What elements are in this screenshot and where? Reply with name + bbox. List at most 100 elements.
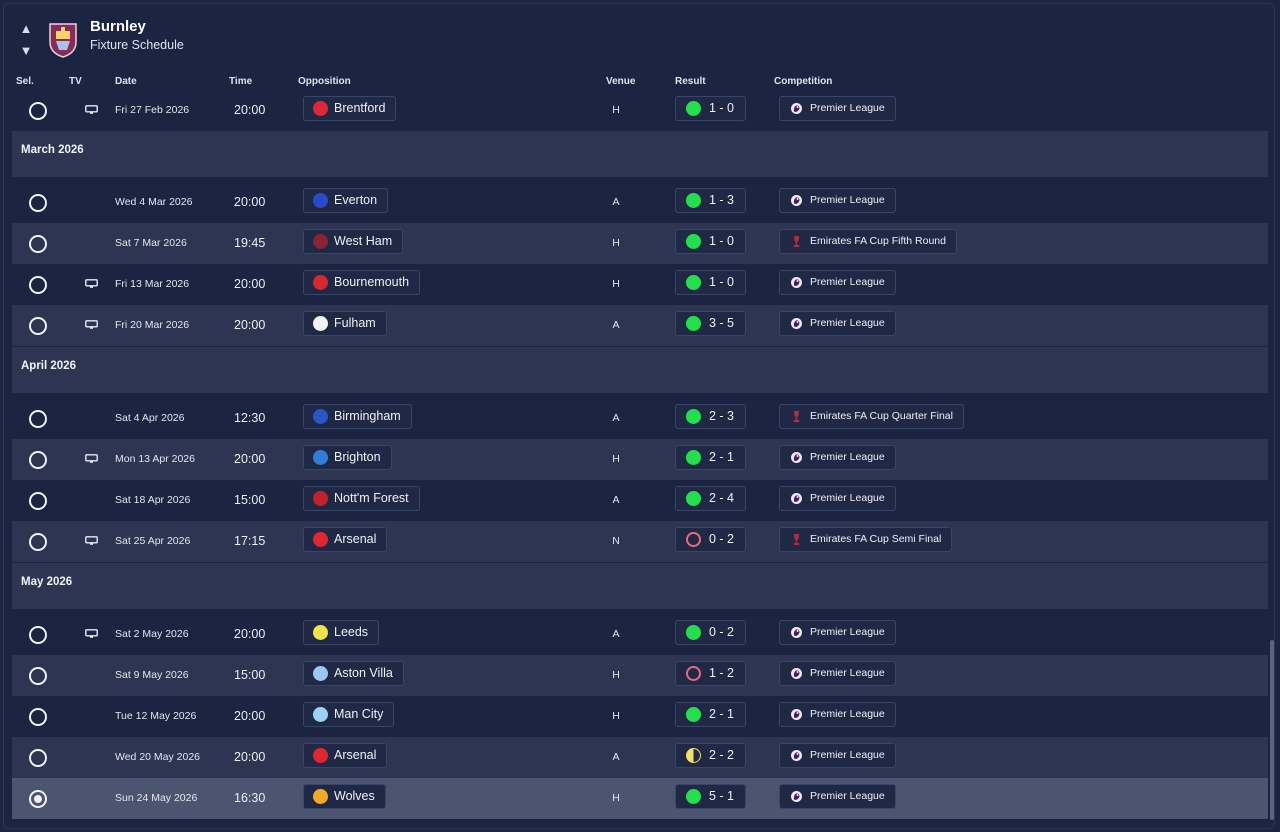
table-row[interactable]: Sat 25 Apr 2026 17:15 Arsenal N 0 - 2 Emirate… bbox=[12, 521, 1268, 562]
column-header-venue[interactable]: Venue bbox=[606, 76, 636, 87]
select-radio[interactable] bbox=[29, 451, 47, 469]
table-row[interactable]: Wed 20 May 2026 20:00 Arsenal A 2 - 2 Premier… bbox=[12, 737, 1268, 778]
competition-button[interactable]: Premier League bbox=[779, 188, 896, 213]
column-header-result[interactable]: Result bbox=[675, 76, 706, 87]
result-button[interactable]: 1 - 0 bbox=[675, 96, 747, 121]
table-row[interactable]: Sat 9 May 2026 15:00 Aston Villa H 1 - 2 Prem… bbox=[12, 655, 1268, 696]
competition-button[interactable]: Premier League bbox=[779, 311, 896, 336]
select-radio[interactable] bbox=[29, 492, 47, 510]
fixture-date: Sat 25 Apr 2026 bbox=[115, 535, 191, 547]
opponent-button[interactable]: Aston Villa bbox=[303, 661, 404, 686]
result-button[interactable]: 1 - 2 bbox=[675, 661, 747, 686]
result-button[interactable]: 5 - 1 bbox=[675, 784, 747, 809]
competition-button[interactable]: Premier League bbox=[779, 702, 896, 727]
result-button[interactable]: 0 - 2 bbox=[675, 527, 747, 552]
select-radio[interactable] bbox=[29, 667, 47, 685]
competition-button[interactable]: Premier League bbox=[779, 96, 896, 121]
competition-button[interactable]: Emirates FA Cup Fifth Round bbox=[779, 229, 957, 254]
opponent-button[interactable]: Man City bbox=[303, 702, 395, 727]
win-icon bbox=[686, 275, 701, 290]
column-header-sel[interactable]: Sel. bbox=[16, 76, 34, 87]
select-radio[interactable] bbox=[29, 708, 47, 726]
score: 2 - 1 bbox=[709, 707, 735, 721]
result-button[interactable]: 1 - 0 bbox=[675, 229, 747, 254]
fixture-date: Mon 13 Apr 2026 bbox=[115, 453, 195, 465]
competition-button[interactable]: Premier League bbox=[779, 620, 896, 645]
competition-button[interactable]: Premier League bbox=[779, 661, 896, 686]
competition-name: Premier League bbox=[810, 276, 885, 288]
result-button[interactable]: 2 - 3 bbox=[675, 404, 747, 429]
select-radio[interactable] bbox=[29, 749, 47, 767]
opponent-button[interactable]: Leeds bbox=[303, 620, 380, 645]
select-radio[interactable] bbox=[29, 194, 47, 212]
opponent-name: Wolves bbox=[334, 789, 375, 803]
club-badge-icon bbox=[313, 625, 328, 640]
result-button[interactable]: 0 - 2 bbox=[675, 620, 747, 645]
opponent-button[interactable]: Bournemouth bbox=[303, 270, 421, 295]
column-header-tv[interactable]: TV bbox=[69, 76, 82, 87]
table-row[interactable]: Sat 2 May 2026 20:00 Leeds A 0 - 2 Premier Le… bbox=[12, 614, 1268, 655]
select-radio[interactable] bbox=[29, 410, 47, 428]
result-button[interactable]: 2 - 4 bbox=[675, 486, 747, 511]
kickoff-time: 16:30 bbox=[234, 791, 266, 805]
opponent-button[interactable]: Everton bbox=[303, 188, 389, 213]
table-row[interactable]: Sat 18 Apr 2026 15:00 Nott'm Forest A 2 - 4 P… bbox=[12, 480, 1268, 521]
select-radio[interactable] bbox=[29, 626, 47, 644]
opponent-button[interactable]: Fulham bbox=[303, 311, 387, 336]
opponent-button[interactable]: Wolves bbox=[303, 784, 386, 809]
premier-league-icon bbox=[791, 791, 802, 802]
result-button[interactable]: 2 - 1 bbox=[675, 702, 747, 727]
competition-button[interactable]: Premier League bbox=[779, 743, 896, 768]
fixture-date: Tue 12 May 2026 bbox=[115, 710, 197, 722]
chevron-up-icon[interactable]: ▲ bbox=[19, 21, 33, 36]
competition-button[interactable]: Premier League bbox=[779, 445, 896, 470]
table-row[interactable]: Fri 27 Feb 2026 20:00 Brentford H 1 - 0 Premi… bbox=[12, 90, 1268, 131]
fa-cup-icon bbox=[793, 411, 800, 422]
table-row[interactable]: Sat 7 Mar 2026 19:45 West Ham H 1 - 0 Emirate… bbox=[12, 223, 1268, 264]
table-row[interactable]: Sun 24 May 2026 16:30 Wolves H 5 - 1 Premier … bbox=[12, 778, 1268, 819]
table-row[interactable]: Mon 13 Apr 2026 20:00 Brighton H 2 - 1 Premie… bbox=[12, 439, 1268, 480]
select-radio[interactable] bbox=[29, 102, 47, 120]
opponent-button[interactable]: West Ham bbox=[303, 229, 404, 254]
competition-button[interactable]: Emirates FA Cup Quarter Final bbox=[779, 404, 964, 429]
table-row[interactable]: Wed 4 Mar 2026 20:00 Everton A 1 - 3 Premier … bbox=[12, 182, 1268, 223]
competition-name: Emirates FA Cup Semi Final bbox=[810, 533, 942, 545]
opponent-name: West Ham bbox=[334, 234, 393, 248]
select-radio[interactable] bbox=[29, 533, 47, 551]
opponent-name: Birmingham bbox=[334, 409, 401, 423]
month-label: March 2026 bbox=[21, 144, 84, 156]
select-radio[interactable] bbox=[29, 235, 47, 253]
loss-icon bbox=[686, 532, 701, 547]
result-button[interactable]: 2 - 2 bbox=[675, 743, 747, 768]
table-row[interactable]: Tue 12 May 2026 20:00 Man City H 2 - 1 Premie… bbox=[12, 696, 1268, 737]
column-header-competition[interactable]: Competition bbox=[774, 76, 833, 87]
table-row[interactable]: Fri 20 Mar 2026 20:00 Fulham A 3 - 5 Premier … bbox=[12, 305, 1268, 346]
select-radio[interactable] bbox=[29, 317, 47, 335]
select-radio[interactable] bbox=[29, 276, 47, 294]
competition-button[interactable]: Premier League bbox=[779, 486, 896, 511]
column-header-date[interactable]: Date bbox=[115, 76, 137, 87]
column-header-opposition[interactable]: Opposition bbox=[298, 76, 351, 87]
table-row[interactable]: Fri 13 Mar 2026 20:00 Bournemouth H 1 - 0 Pre… bbox=[12, 264, 1268, 305]
chevron-down-icon[interactable]: ▼ bbox=[19, 43, 33, 58]
competition-button[interactable]: Premier League bbox=[779, 784, 896, 809]
scrollbar[interactable] bbox=[1270, 640, 1274, 820]
column-header-time[interactable]: Time bbox=[229, 76, 253, 87]
opponent-button[interactable]: Birmingham bbox=[303, 404, 412, 429]
month-header: March 2026 bbox=[12, 131, 1268, 177]
opponent-button[interactable]: Arsenal bbox=[303, 743, 388, 768]
competition-button[interactable]: Emirates FA Cup Semi Final bbox=[779, 527, 953, 552]
opponent-button[interactable]: Brighton bbox=[303, 445, 392, 470]
result-button[interactable]: 1 - 3 bbox=[675, 188, 747, 213]
win-icon bbox=[686, 789, 701, 804]
table-row[interactable]: Sat 4 Apr 2026 12:30 Birmingham A 2 - 3 Emira… bbox=[12, 398, 1268, 439]
result-button[interactable]: 2 - 1 bbox=[675, 445, 747, 470]
opponent-name: Arsenal bbox=[334, 532, 377, 546]
result-button[interactable]: 3 - 5 bbox=[675, 311, 747, 336]
result-button[interactable]: 1 - 0 bbox=[675, 270, 747, 295]
opponent-button[interactable]: Brentford bbox=[303, 96, 397, 121]
opponent-button[interactable]: Nott'm Forest bbox=[303, 486, 420, 511]
opponent-button[interactable]: Arsenal bbox=[303, 527, 388, 552]
select-radio[interactable] bbox=[29, 790, 47, 808]
competition-button[interactable]: Premier League bbox=[779, 270, 896, 295]
